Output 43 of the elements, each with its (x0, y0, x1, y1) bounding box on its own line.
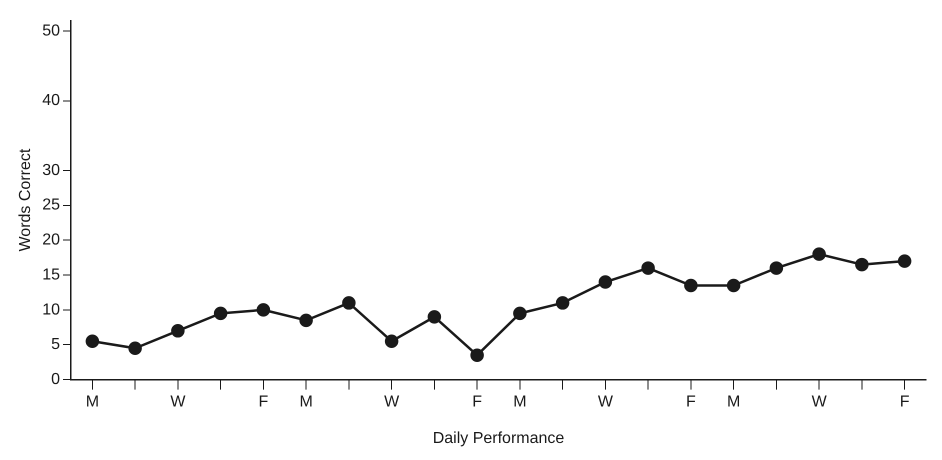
point (214, 306, 228, 320)
point (770, 261, 784, 275)
point (598, 275, 612, 289)
point (684, 278, 698, 292)
y-tick-label: 20 (42, 232, 60, 249)
point (726, 278, 740, 292)
y-tick-label: 30 (42, 162, 60, 179)
x-tick-label: W (170, 394, 186, 411)
x-tick-label: W (384, 394, 400, 411)
point (256, 303, 270, 317)
point (812, 247, 826, 261)
x-tick-label: W (812, 394, 828, 411)
point (128, 341, 142, 355)
y-tick-label: 0 (51, 371, 60, 388)
point (86, 334, 100, 348)
point (513, 306, 527, 320)
point (384, 334, 398, 348)
point (898, 254, 912, 268)
y-axis-title: Words Correct (17, 148, 34, 252)
x-tick-label: M (86, 394, 100, 411)
x-tick-label: F (472, 394, 482, 411)
x-tick-label: F (686, 394, 696, 411)
point (855, 258, 869, 272)
x-axis-title: Daily Performance (432, 430, 564, 447)
x-tick-label: M (513, 394, 527, 411)
y-tick-label: 10 (42, 301, 60, 318)
point (556, 296, 570, 310)
x-tick-label: F (900, 394, 910, 411)
y-tick-label: 25 (42, 196, 60, 214)
x-tick-label: M (299, 394, 313, 411)
point (428, 310, 442, 324)
point (470, 348, 484, 362)
point (171, 324, 185, 338)
x-tick-label: M (726, 394, 740, 411)
y-tick-label: 5 (51, 336, 60, 354)
x-tick-label: W (598, 394, 614, 411)
point (641, 261, 655, 275)
y-tick-label: 50 (42, 22, 60, 40)
x-tick-label: F (258, 394, 268, 411)
y-tick-label: 15 (42, 266, 60, 284)
y-tick-label: 40 (42, 92, 60, 110)
point (342, 296, 356, 310)
point (299, 314, 313, 328)
